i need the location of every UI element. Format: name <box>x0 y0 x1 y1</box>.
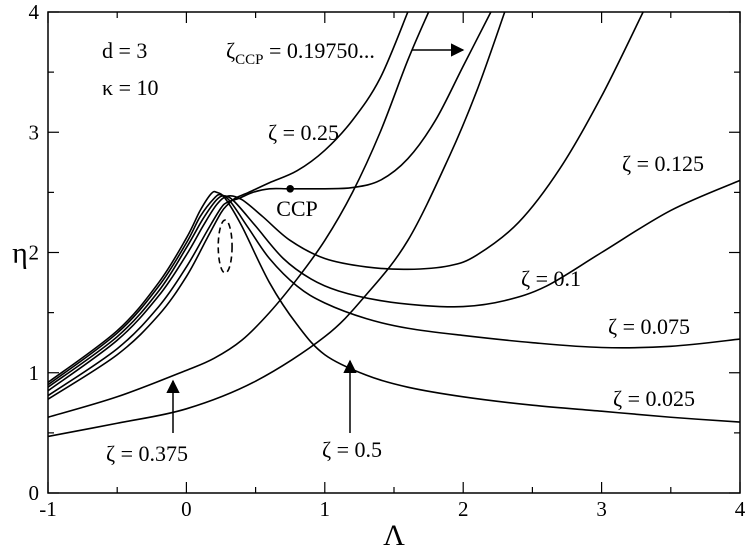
series-label-0-075: ζ = 0.075 <box>608 314 690 339</box>
x-tick-label: 4 <box>735 497 746 521</box>
series-label-0-5: ζ = 0.5 <box>322 437 382 462</box>
y-axis-label: η <box>12 237 28 270</box>
series-label-0-1: ζ = 0.1 <box>521 266 581 291</box>
x-tick-label: 2 <box>458 497 469 521</box>
x-tick-label: 1 <box>320 497 331 521</box>
series-label-0-375: ζ = 0.375 <box>106 441 188 466</box>
ccp-marker-label: CCP <box>276 196 318 221</box>
series-label-zeta-ccp: ζCCP = 0.19750... <box>226 38 375 68</box>
plot-frame <box>47 11 741 494</box>
series-line-0-1 <box>48 179 740 388</box>
dashed-region <box>217 219 233 274</box>
marks-layer <box>166 43 465 433</box>
series-line-0-075 <box>48 193 740 386</box>
y-tick-label: 1 <box>29 361 40 385</box>
parameter-d: d = 3 <box>102 38 147 63</box>
series-label-0-125: ζ = 0.125 <box>622 151 704 176</box>
x-tick-label: 0 <box>181 497 192 521</box>
y-tick-label: 2 <box>29 241 40 265</box>
x-axis-label: Λ <box>383 519 405 547</box>
series-label-0-25: ζ = 0.25 <box>268 120 339 145</box>
y-tick-label: 0 <box>29 481 40 505</box>
series-line-0-19750 <box>48 12 492 397</box>
ccp-marker-point <box>286 184 295 193</box>
parameter-kappa: κ = 10 <box>102 75 159 100</box>
series-line-0-125 <box>48 12 644 392</box>
y-tick-label: 4 <box>29 0 40 24</box>
x-tick-label: -1 <box>39 497 57 521</box>
series-layer <box>48 12 740 438</box>
series-line-0-025 <box>48 190 740 423</box>
series-label-0-025: ζ = 0.025 <box>613 386 695 411</box>
x-tick-label: 3 <box>596 497 607 521</box>
y-tick-label: 3 <box>29 120 40 144</box>
series-line-0-25 <box>48 12 409 400</box>
series-line-0-5 <box>48 12 506 438</box>
series-line-0-375 <box>48 12 430 419</box>
